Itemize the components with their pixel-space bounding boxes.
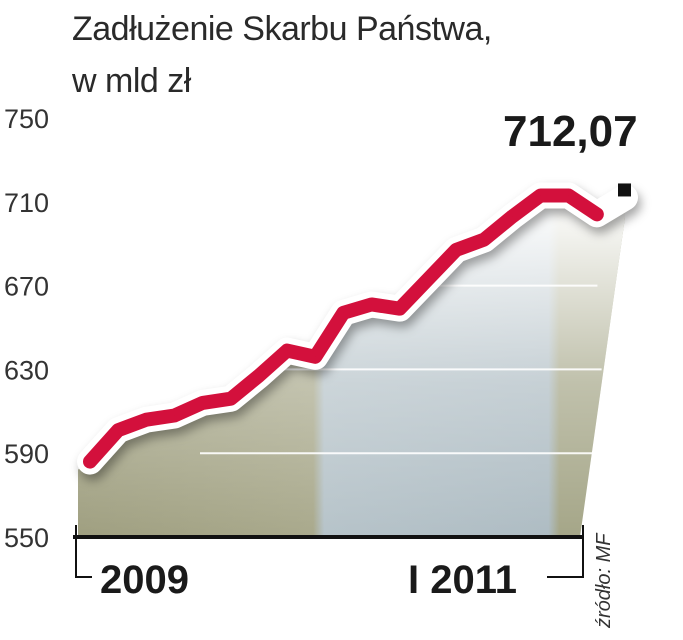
data-point (540, 195, 542, 197)
data-point (483, 239, 485, 241)
y-tick-label: 750 (4, 104, 49, 134)
data-point (258, 375, 260, 377)
x-tick-label: 2009 (100, 558, 189, 602)
data-point (202, 402, 204, 404)
y-tick-label: 710 (4, 188, 49, 218)
y-tick-label: 630 (4, 355, 49, 385)
area-fade (78, 195, 625, 537)
y-tick-label: 670 (4, 272, 49, 302)
source-label: źródło: MF (593, 532, 615, 629)
data-point (511, 215, 513, 217)
data-point (455, 249, 457, 251)
data-point (173, 414, 175, 416)
y-tick-label: 550 (4, 523, 49, 553)
data-point (371, 303, 373, 305)
x-bracket-left (75, 525, 92, 578)
x-bracket-right (547, 525, 584, 578)
x-tick-label: I 2011 (408, 558, 517, 602)
data-point (399, 308, 401, 310)
data-point (145, 419, 147, 421)
data-point (568, 195, 570, 197)
last-point-marker (618, 183, 631, 197)
data-point (286, 350, 288, 352)
data-point (89, 461, 91, 463)
last-value-label: 712,07 (503, 107, 638, 156)
data-point (427, 278, 429, 280)
data-point (342, 312, 344, 314)
chart-subtitle: w mld zł (72, 62, 191, 100)
data-point (314, 356, 316, 358)
data-point (117, 429, 119, 431)
data-point (230, 398, 232, 400)
data-point (596, 213, 598, 215)
y-tick-label: 590 (4, 439, 49, 469)
chart-title: Zadłużenie Skarbu Państwa, (72, 10, 492, 48)
